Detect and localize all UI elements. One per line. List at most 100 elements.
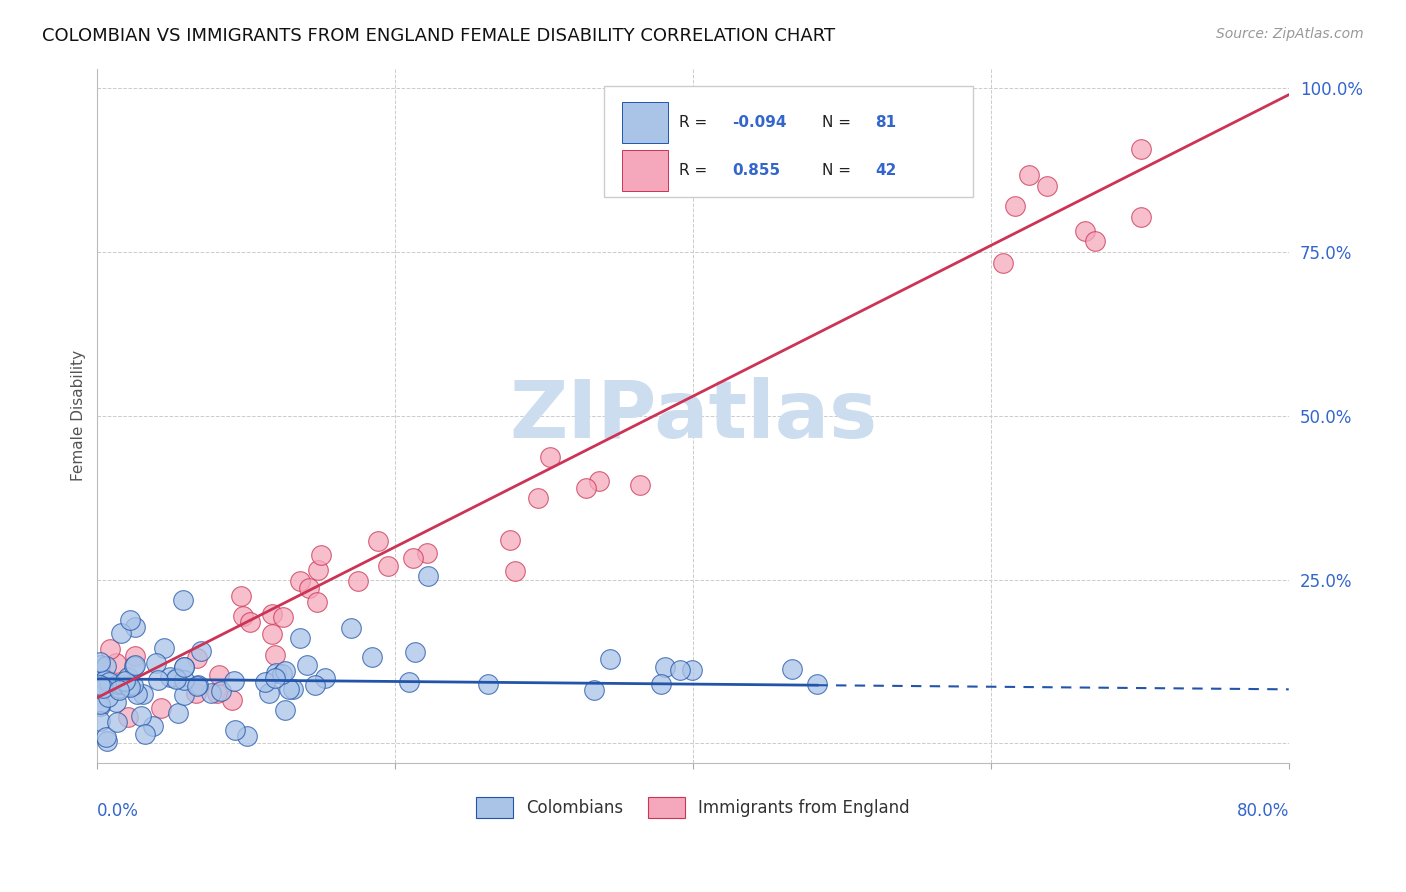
Point <box>1130 142 1153 156</box>
Point <box>93 673 115 688</box>
Point <box>503 564 526 578</box>
Point <box>173 660 195 674</box>
Point <box>654 659 676 673</box>
Text: ZIPatlas: ZIPatlas <box>509 376 877 455</box>
Text: 0.0%: 0.0% <box>97 803 139 821</box>
Point <box>346 574 368 589</box>
Point <box>264 648 287 662</box>
Point <box>107 677 129 691</box>
Point <box>117 710 139 724</box>
Point <box>120 680 142 694</box>
Point <box>224 723 246 737</box>
Point <box>304 678 326 692</box>
Point <box>129 708 152 723</box>
Point <box>173 660 195 674</box>
Point <box>124 620 146 634</box>
Point <box>993 256 1015 270</box>
Point <box>402 551 425 566</box>
Point <box>89 697 111 711</box>
Point <box>236 729 259 743</box>
Text: 0.855: 0.855 <box>733 163 780 178</box>
Point <box>1018 168 1040 182</box>
FancyBboxPatch shape <box>621 150 668 191</box>
Point <box>134 727 156 741</box>
Point <box>104 695 127 709</box>
Point <box>89 714 111 728</box>
Point <box>142 719 165 733</box>
Point <box>599 651 621 665</box>
Point <box>377 559 399 574</box>
Text: Source: ZipAtlas.com: Source: ZipAtlas.com <box>1216 27 1364 41</box>
Point <box>173 688 195 702</box>
Point <box>186 651 208 665</box>
Point <box>477 677 499 691</box>
Point <box>264 671 287 685</box>
Point <box>780 662 803 676</box>
Point <box>630 478 652 492</box>
Point <box>100 641 122 656</box>
Point <box>222 674 245 689</box>
Point <box>89 699 111 714</box>
Point <box>98 675 121 690</box>
Point <box>1130 210 1153 224</box>
Point <box>575 481 598 495</box>
Text: 81: 81 <box>876 115 897 130</box>
Point <box>588 474 610 488</box>
Point <box>309 548 332 562</box>
Point <box>416 568 439 582</box>
Point <box>122 678 145 692</box>
Point <box>307 563 329 577</box>
Point <box>262 607 284 621</box>
Point <box>340 621 363 635</box>
Point <box>117 670 139 684</box>
Point <box>259 685 281 699</box>
Point <box>367 534 389 549</box>
FancyBboxPatch shape <box>603 86 973 197</box>
Point <box>229 589 252 603</box>
Point <box>173 673 195 687</box>
Point <box>262 627 284 641</box>
Point <box>314 671 336 685</box>
Point <box>1035 179 1057 194</box>
Point <box>270 667 292 681</box>
Text: COLOMBIAN VS IMMIGRANTS FROM ENGLAND FEMALE DISABILITY CORRELATION CHART: COLOMBIAN VS IMMIGRANTS FROM ENGLAND FEM… <box>42 27 835 45</box>
Point <box>360 649 382 664</box>
Point <box>295 657 318 672</box>
Point <box>1004 199 1026 213</box>
Point <box>132 687 155 701</box>
Point <box>200 685 222 699</box>
Point <box>239 615 262 629</box>
Point <box>146 673 169 687</box>
Point <box>149 701 172 715</box>
Text: 80.0%: 80.0% <box>1236 803 1289 821</box>
Point <box>681 663 703 677</box>
Point <box>288 631 311 645</box>
Y-axis label: Female Disability: Female Disability <box>72 351 86 482</box>
Point <box>117 680 139 694</box>
Point <box>152 641 174 656</box>
Point <box>290 574 312 589</box>
Point <box>305 594 328 608</box>
Point <box>105 715 128 730</box>
Text: -0.094: -0.094 <box>733 115 787 130</box>
Text: N =: N = <box>821 115 856 130</box>
Point <box>404 645 426 659</box>
Point <box>172 593 194 607</box>
Point <box>107 683 129 698</box>
Point <box>538 450 561 465</box>
Point <box>104 656 127 670</box>
Point <box>97 690 120 704</box>
Point <box>159 670 181 684</box>
Point <box>669 663 692 677</box>
Point <box>277 682 299 697</box>
Point <box>273 610 295 624</box>
Point <box>114 674 136 689</box>
Point <box>398 674 420 689</box>
Point <box>96 734 118 748</box>
Point <box>190 644 212 658</box>
Point <box>806 677 828 691</box>
Point <box>232 609 254 624</box>
Text: R =: R = <box>679 163 717 178</box>
Point <box>89 678 111 692</box>
Point <box>186 679 208 693</box>
